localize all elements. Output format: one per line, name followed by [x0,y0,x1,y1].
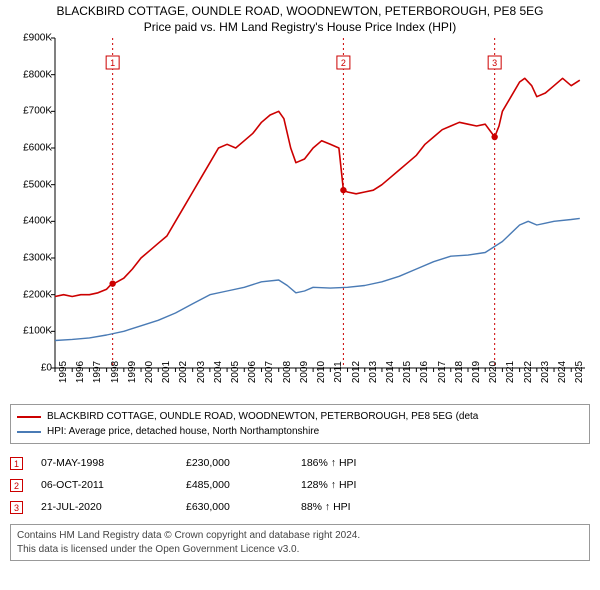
legend-label: HPI: Average price, detached house, Nort… [47,426,319,437]
footer-line1: Contains HM Land Registry data © Crown c… [17,529,583,543]
x-tick-label: 1995 [58,361,69,383]
y-tick-label: £500K [23,179,52,190]
y-tick-label: £800K [23,69,52,80]
x-tick-label: 1997 [92,361,103,383]
x-tick-label: 2019 [471,361,482,383]
legend-row: HPI: Average price, detached house, Nort… [17,424,583,439]
legend: BLACKBIRD COTTAGE, OUNDLE ROAD, WOODNEWT… [10,404,590,444]
title-line2: Price paid vs. HM Land Registry's House … [0,20,600,34]
transaction-price: £630,000 [186,501,301,513]
x-tick-label: 2011 [333,361,344,383]
chart: £0£100K£200K£300K£400K£500K£600K£700K£80… [10,38,590,398]
transactions-table: 1 07-MAY-1998£230,000186% ↑ HPI 2 06-OCT-20… [10,452,590,518]
transaction-hpi-delta: 186% ↑ HPI [301,457,356,469]
x-tick-label: 2018 [454,361,465,383]
x-tick-label: 2001 [161,361,172,383]
y-tick-label: £200K [23,289,52,300]
transaction-marker: 3 [10,501,23,514]
y-tick-label: £400K [23,216,52,227]
x-tick-label: 2003 [196,361,207,383]
x-tick-label: 2016 [419,361,430,383]
x-tick-label: 2004 [213,361,224,383]
svg-text:1: 1 [110,58,115,68]
footer-line2: This data is licensed under the Open Gov… [17,543,583,557]
y-axis: £0£100K£200K£300K£400K£500K£600K£700K£80… [10,38,54,368]
y-tick-label: £300K [23,253,52,264]
x-tick-label: 2013 [368,361,379,383]
svg-text:2: 2 [341,58,346,68]
legend-swatch [17,416,41,418]
x-tick-label: 1998 [110,361,121,383]
transaction-date: 06-OCT-2011 [41,479,186,491]
x-tick-label: 2000 [144,361,155,383]
y-tick-label: £600K [23,143,52,154]
x-tick-label: 2021 [505,361,516,383]
x-tick-label: 2002 [178,361,189,383]
x-tick-label: 2006 [247,361,258,383]
x-tick-label: 2009 [299,361,310,383]
transaction-price: £485,000 [186,479,301,491]
x-tick-label: 2015 [402,361,413,383]
transaction-row: 3 21-JUL-2020£630,00088% ↑ HPI [10,496,590,518]
transaction-marker: 2 [10,479,23,492]
transaction-row: 1 07-MAY-1998£230,000186% ↑ HPI [10,452,590,474]
y-tick-label: £900K [23,33,52,44]
transaction-marker: 1 [10,457,23,470]
x-tick-label: 1996 [75,361,86,383]
transaction-row: 2 06-OCT-2011£485,000128% ↑ HPI [10,474,590,496]
x-tick-label: 2017 [437,361,448,383]
x-tick-label: 2008 [282,361,293,383]
x-tick-label: 2012 [351,361,362,383]
legend-label: BLACKBIRD COTTAGE, OUNDLE ROAD, WOODNEWT… [47,411,478,422]
plot-area: 1 2 3 [55,38,585,368]
x-tick-label: 2014 [385,361,396,383]
transaction-hpi-delta: 128% ↑ HPI [301,479,356,491]
y-tick-label: £700K [23,106,52,117]
x-tick-label: 2025 [574,361,585,383]
transaction-hpi-delta: 88% ↑ HPI [301,501,351,513]
x-tick-label: 2010 [316,361,327,383]
svg-text:3: 3 [492,58,497,68]
chart-title: BLACKBIRD COTTAGE, OUNDLE ROAD, WOODNEWT… [0,0,600,34]
x-tick-label: 1999 [127,361,138,383]
x-tick-label: 2007 [264,361,275,383]
legend-swatch [17,431,41,433]
x-tick-label: 2024 [557,361,568,383]
title-line1: BLACKBIRD COTTAGE, OUNDLE ROAD, WOODNEWT… [0,4,600,18]
transaction-date: 21-JUL-2020 [41,501,186,513]
y-tick-label: £100K [23,326,52,337]
transaction-price: £230,000 [186,457,301,469]
x-axis: 1995199619971998199920002001200220032004… [55,368,585,398]
legend-row: BLACKBIRD COTTAGE, OUNDLE ROAD, WOODNEWT… [17,409,583,424]
transaction-date: 07-MAY-1998 [41,457,186,469]
plot-svg: 1 2 3 [50,36,590,376]
x-tick-label: 2023 [540,361,551,383]
x-tick-label: 2005 [230,361,241,383]
x-tick-label: 2022 [523,361,534,383]
footer: Contains HM Land Registry data © Crown c… [10,524,590,561]
x-tick-label: 2020 [488,361,499,383]
